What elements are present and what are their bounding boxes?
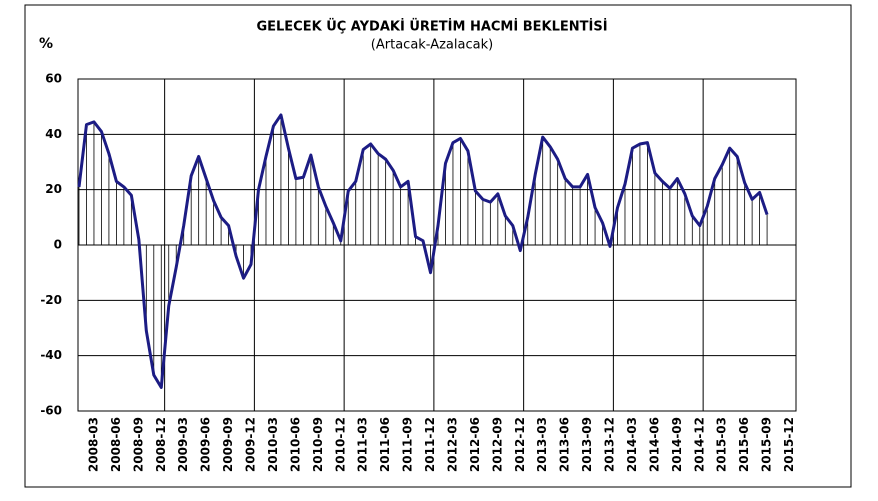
y-tick-label: 60 <box>45 72 62 86</box>
x-tick-label: 2012-06 <box>468 417 482 472</box>
x-tick-label: 2012-09 <box>490 417 504 472</box>
x-tick-label: 2013-09 <box>580 417 594 472</box>
line-series <box>77 113 769 389</box>
x-tick-label: 2010-03 <box>266 417 280 472</box>
x-tick-label: 2015-09 <box>760 417 774 472</box>
frame <box>24 4 852 488</box>
y-tick-label: -40 <box>40 348 62 362</box>
y-tick-label: -60 <box>40 404 62 418</box>
x-tick-label: 2009-09 <box>221 417 235 472</box>
x-tick-label: 2013-03 <box>535 417 549 472</box>
chart-title: GELECEK ÜÇ AYDAKİ ÜRETİM HACMİ BEKLENTİS… <box>256 19 607 35</box>
x-tick-label: 2013-12 <box>603 417 617 472</box>
x-tick-label: 2008-09 <box>131 417 145 472</box>
x-tick-label: 2010-06 <box>288 417 302 472</box>
x-tick-label: 2014-12 <box>692 417 706 472</box>
x-tick-label: 2011-12 <box>423 417 437 472</box>
y-tick-label: 20 <box>45 182 62 196</box>
x-tick-label: 2011-09 <box>401 417 415 472</box>
x-tick-label: 2012-03 <box>445 417 459 472</box>
x-tick-label: 2011-03 <box>356 417 370 472</box>
x-tick-label: 2008-06 <box>109 417 123 472</box>
y-tick-label: -20 <box>40 293 62 307</box>
x-tick-label: 2015-06 <box>737 417 751 472</box>
x-tick-label: 2010-09 <box>311 417 325 472</box>
plot-border <box>77 78 797 412</box>
x-tick-label: 2008-12 <box>154 417 168 472</box>
x-tick-label: 2014-06 <box>647 417 661 472</box>
x-tick-label: 2013-06 <box>558 417 572 472</box>
x-tick-label: 2010-12 <box>333 417 347 472</box>
x-tick-label: 2009-06 <box>199 417 213 472</box>
y-tick-label: 40 <box>45 127 62 141</box>
x-tick-label: 2009-03 <box>176 417 190 472</box>
x-tick-label: 2014-09 <box>670 417 684 472</box>
x-tick-label: 2008-03 <box>86 417 100 472</box>
x-tick-label: 2012-12 <box>513 417 527 472</box>
y-tick-label: 0 <box>54 238 62 252</box>
y-axis-label: % <box>39 36 53 52</box>
x-tick-label: 2009-12 <box>244 417 258 472</box>
x-tick-label: 2014-03 <box>625 417 639 472</box>
x-tick-label: 2011-06 <box>378 417 392 472</box>
x-tick-label: 2015-12 <box>782 417 796 472</box>
chart-subtitle: (Artacak-Azalacak) <box>371 38 493 53</box>
x-tick-label: 2015-03 <box>715 417 729 472</box>
